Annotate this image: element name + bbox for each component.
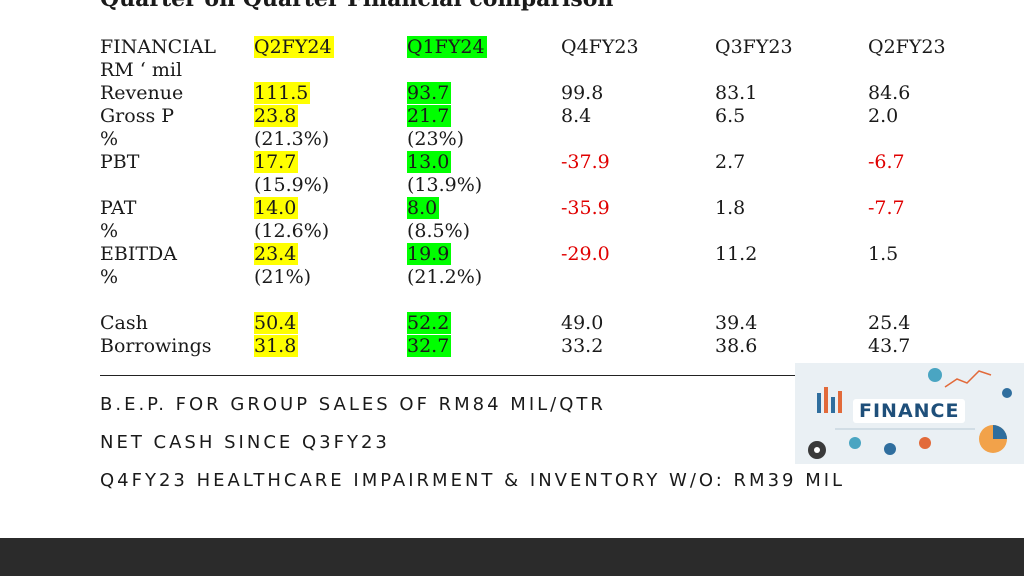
pbt-margin-q2fy24: (15.9%): [254, 174, 330, 196]
row-label-cash: Cash: [100, 312, 148, 334]
header-q1fy24: Q1FY24: [407, 36, 487, 58]
row-label-revenue: Revenue: [100, 82, 184, 104]
ebitda-margin-q2fy24: (21%): [254, 266, 312, 288]
finance-illustration-icon: FINANCE: [795, 363, 1024, 464]
finance-graphic: [795, 363, 1024, 464]
row-label-gross-profit: Gross P: [100, 105, 175, 127]
gross-margin-q2fy24: (21.3%): [254, 128, 330, 150]
pbt-margin-q1fy24: (13.9%): [407, 174, 483, 196]
ebitda-q4fy23: -29.0: [561, 243, 610, 265]
header-q3fy23: Q3FY23: [715, 36, 793, 58]
pbt-q2fy24: 17.7: [254, 151, 299, 173]
row-label-pat: PAT: [100, 197, 137, 219]
ebitda-q1fy24: 19.9: [407, 243, 452, 265]
cash-q1fy24: 52.2: [407, 312, 452, 334]
cash-q4fy23: 49.0: [561, 312, 604, 334]
ebitda-q2fy23: 1.5: [868, 243, 899, 265]
pat-margin-q1fy24: (8.5%): [407, 220, 471, 242]
gross-profit-q2fy24: 23.8: [254, 105, 299, 127]
gross-profit-q3fy23: 6.5: [715, 105, 746, 127]
ebitda-q2fy24: 23.4: [254, 243, 299, 265]
ebitda-margin-q1fy24: (21.2%): [407, 266, 483, 288]
ebitda-q3fy23: 11.2: [715, 243, 758, 265]
row-label-borrowings: Borrowings: [100, 335, 212, 357]
bullet-bep: B.E.P. FOR GROUP SALES OF RM84 MIL/QTR: [100, 394, 606, 415]
pbt-q1fy24: 13.0: [407, 151, 452, 173]
header-financial: FINANCIAL: [100, 36, 217, 58]
header-q2fy24: Q2FY24: [254, 36, 334, 58]
borrowings-q2fy23: 43.7: [868, 335, 911, 357]
header-units: RM ‘ mil: [100, 59, 183, 81]
revenue-q2fy24: 111.5: [254, 82, 311, 104]
borrowings-q2fy24: 31.8: [254, 335, 299, 357]
gross-profit-q4fy23: 8.4: [561, 105, 592, 127]
bullet-impairment: Q4FY23 HEALTHCARE IMPAIRMENT & INVENTORY…: [100, 470, 846, 491]
gross-margin-q1fy24: (23%): [407, 128, 465, 150]
row-label-pat-margin: %: [100, 220, 119, 242]
pat-q4fy23: -35.9: [561, 197, 610, 219]
divider-line: [100, 375, 800, 376]
header-q2fy23: Q2FY23: [868, 36, 946, 58]
pat-q3fy23: 1.8: [715, 197, 746, 219]
bullet-net-cash: NET CASH SINCE Q3FY23: [100, 432, 390, 453]
row-label-ebitda: EBITDA: [100, 243, 177, 265]
header-q4fy23: Q4FY23: [561, 36, 639, 58]
finance-label: FINANCE: [853, 399, 966, 423]
cash-q2fy23: 25.4: [868, 312, 911, 334]
footer-bar: [0, 538, 1024, 576]
revenue-q2fy23: 84.6: [868, 82, 911, 104]
borrowings-q3fy23: 38.6: [715, 335, 758, 357]
revenue-q3fy23: 83.1: [715, 82, 758, 104]
borrowings-q4fy23: 33.2: [561, 335, 604, 357]
row-label-gross-margin: %: [100, 128, 119, 150]
row-label-ebitda-margin: %: [100, 266, 119, 288]
cash-q3fy23: 39.4: [715, 312, 758, 334]
pbt-q2fy23: -6.7: [868, 151, 905, 173]
pat-margin-q2fy24: (12.6%): [254, 220, 330, 242]
cash-q2fy24: 50.4: [254, 312, 299, 334]
revenue-q1fy24: 93.7: [407, 82, 452, 104]
borrowings-q1fy24: 32.7: [407, 335, 452, 357]
row-label-pbt: PBT: [100, 151, 140, 173]
pat-q2fy24: 14.0: [254, 197, 299, 219]
gross-profit-q1fy24: 21.7: [407, 105, 452, 127]
bar-chart-icon: [817, 387, 842, 413]
page-title: Quarter on Quarter Financial comparison: [100, 0, 613, 12]
revenue-q4fy23: 99.8: [561, 82, 604, 104]
pbt-q3fy23: 2.7: [715, 151, 746, 173]
pat-q1fy24: 8.0: [407, 197, 440, 219]
pat-q2fy23: -7.7: [868, 197, 905, 219]
gross-profit-q2fy23: 2.0: [868, 105, 899, 127]
pbt-q4fy23: -37.9: [561, 151, 610, 173]
